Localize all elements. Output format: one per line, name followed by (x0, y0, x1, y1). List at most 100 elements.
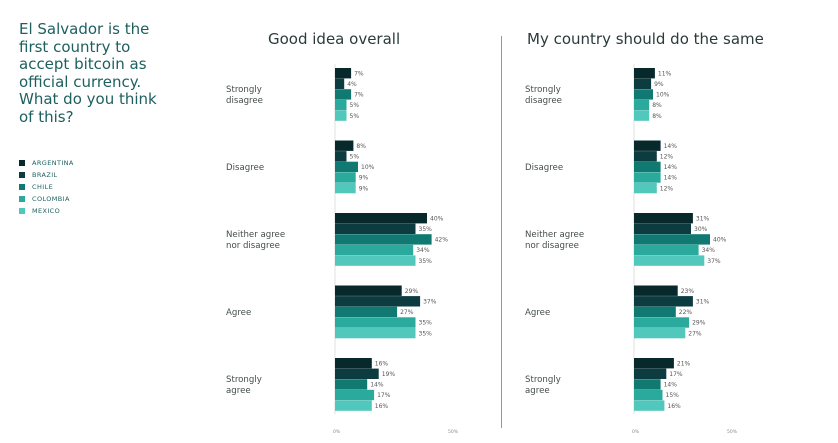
value-label: 8% (356, 143, 366, 150)
bar-chile-disagree (335, 161, 358, 173)
bar-mexico-strongly-disagree (335, 110, 347, 121)
value-label: 5% (350, 102, 360, 109)
value-label: 35% (419, 330, 433, 337)
x-tick-label: 0% (632, 429, 640, 435)
bar-brazil-strongly-disagree (634, 78, 652, 89)
bar-chile-agree (634, 306, 676, 318)
value-label: 16% (667, 403, 681, 410)
bar-colombia-neither-agree-nor-disagree (335, 244, 414, 256)
value-label: 30% (694, 226, 708, 233)
legend-label: COLOMBIA (32, 195, 70, 203)
chart-title-my-country: My country should do the same (527, 30, 764, 48)
legend-swatch-argentina (19, 160, 25, 166)
value-label: 34% (702, 247, 716, 254)
bar-chile-agree (335, 306, 398, 318)
value-label: 35% (419, 258, 433, 265)
value-label: 34% (416, 247, 430, 254)
value-label: 35% (419, 320, 433, 327)
legend-item-chile: CHILE (19, 181, 74, 193)
bar-chile-disagree (634, 161, 661, 173)
legend-item-mexico: MEXICO (19, 205, 74, 217)
legend-swatch-chile (19, 184, 25, 190)
bar-brazil-neither-agree-nor-disagree (634, 223, 691, 234)
value-label: 29% (692, 320, 706, 327)
bar-argentina-agree (335, 285, 402, 296)
category-label-agree: Agree (525, 308, 550, 318)
bar-brazil-strongly-agree (335, 368, 379, 379)
bar-mexico-agree (634, 327, 686, 339)
question-text: El Salvador is the first country to acce… (19, 20, 157, 126)
value-label: 16% (375, 403, 389, 410)
bar-argentina-strongly-agree (335, 358, 372, 369)
bar-mexico-strongly-disagree (634, 110, 650, 121)
value-label: 14% (664, 164, 678, 171)
legend-label: MEXICO (32, 207, 61, 215)
bar-mexico-disagree (634, 182, 657, 194)
value-label: 5% (350, 113, 360, 120)
value-label: 14% (664, 143, 678, 150)
bar-colombia-strongly-disagree (634, 99, 650, 111)
category-label-strongly-disagree: Strongly disagree (226, 85, 263, 106)
value-label: 17% (377, 392, 391, 399)
x-tick-label: 50% (448, 429, 459, 435)
bar-mexico-strongly-agree (634, 400, 665, 411)
bar-chile-neither-agree-nor-disagree (634, 234, 710, 245)
category-label-neither-agree-nor-disagree: Neither agree nor disagree (525, 230, 584, 251)
x-tick-label: 0% (333, 429, 341, 435)
bar-colombia-disagree (335, 172, 356, 183)
value-label: 15% (666, 392, 680, 399)
legend-swatch-mexico (19, 208, 25, 214)
value-label: 12% (660, 154, 674, 161)
bar-argentina-agree (634, 285, 678, 296)
bar-chile-strongly-agree (634, 379, 661, 390)
bar-chile-strongly-agree (335, 379, 368, 390)
bar-mexico-neither-agree-nor-disagree (335, 255, 416, 266)
bar-mexico-strongly-agree (335, 400, 372, 411)
bar-brazil-agree (335, 296, 421, 307)
bar-mexico-disagree (335, 182, 356, 194)
x-tick-label: 50% (727, 429, 738, 435)
chart-title-good-idea: Good idea overall (268, 30, 401, 48)
value-label: 29% (405, 288, 419, 295)
legend-item-argentina: ARGENTINA (19, 157, 74, 169)
value-label: 10% (361, 164, 375, 171)
bar-mexico-agree (335, 327, 416, 339)
bar-colombia-agree (335, 317, 416, 328)
value-label: 11% (658, 70, 672, 77)
value-label: 10% (656, 92, 670, 99)
value-label: 9% (359, 185, 369, 192)
value-label: 14% (664, 382, 678, 389)
bar-colombia-disagree (634, 172, 661, 183)
bar-argentina-strongly-disagree (335, 68, 352, 79)
legend-swatch-brazil (19, 172, 25, 178)
value-label: 9% (359, 175, 369, 182)
legend-item-colombia: COLOMBIA (19, 193, 74, 205)
legend: ARGENTINA BRAZIL CHILE COLOMBIA MEXICO (19, 157, 74, 217)
bar-argentina-neither-agree-nor-disagree (335, 213, 427, 224)
value-label: 42% (435, 237, 449, 244)
bar-colombia-neither-agree-nor-disagree (634, 244, 699, 256)
value-label: 8% (652, 113, 662, 120)
value-label: 40% (713, 237, 727, 244)
bar-argentina-disagree (634, 140, 661, 151)
value-label: 4% (347, 81, 357, 88)
value-label: 23% (681, 288, 695, 295)
bar-colombia-strongly-agree (335, 389, 375, 401)
legend-item-brazil: BRAZIL (19, 169, 74, 181)
category-label-disagree: Disagree (525, 163, 563, 173)
category-label-agree: Agree (226, 308, 251, 318)
bar-colombia-strongly-agree (634, 389, 663, 401)
value-label: 22% (679, 309, 693, 316)
legend-label: ARGENTINA (32, 159, 74, 167)
value-label: 5% (350, 154, 360, 161)
value-label: 35% (419, 226, 433, 233)
panel-divider (501, 36, 502, 428)
value-label: 40% (430, 215, 444, 222)
bar-chile-strongly-disagree (634, 89, 653, 100)
value-label: 9% (654, 81, 664, 88)
value-label: 31% (696, 299, 710, 306)
value-label: 7% (354, 70, 364, 77)
bar-brazil-strongly-agree (634, 368, 667, 379)
category-label-neither-agree-nor-disagree: Neither agree nor disagree (226, 230, 285, 251)
